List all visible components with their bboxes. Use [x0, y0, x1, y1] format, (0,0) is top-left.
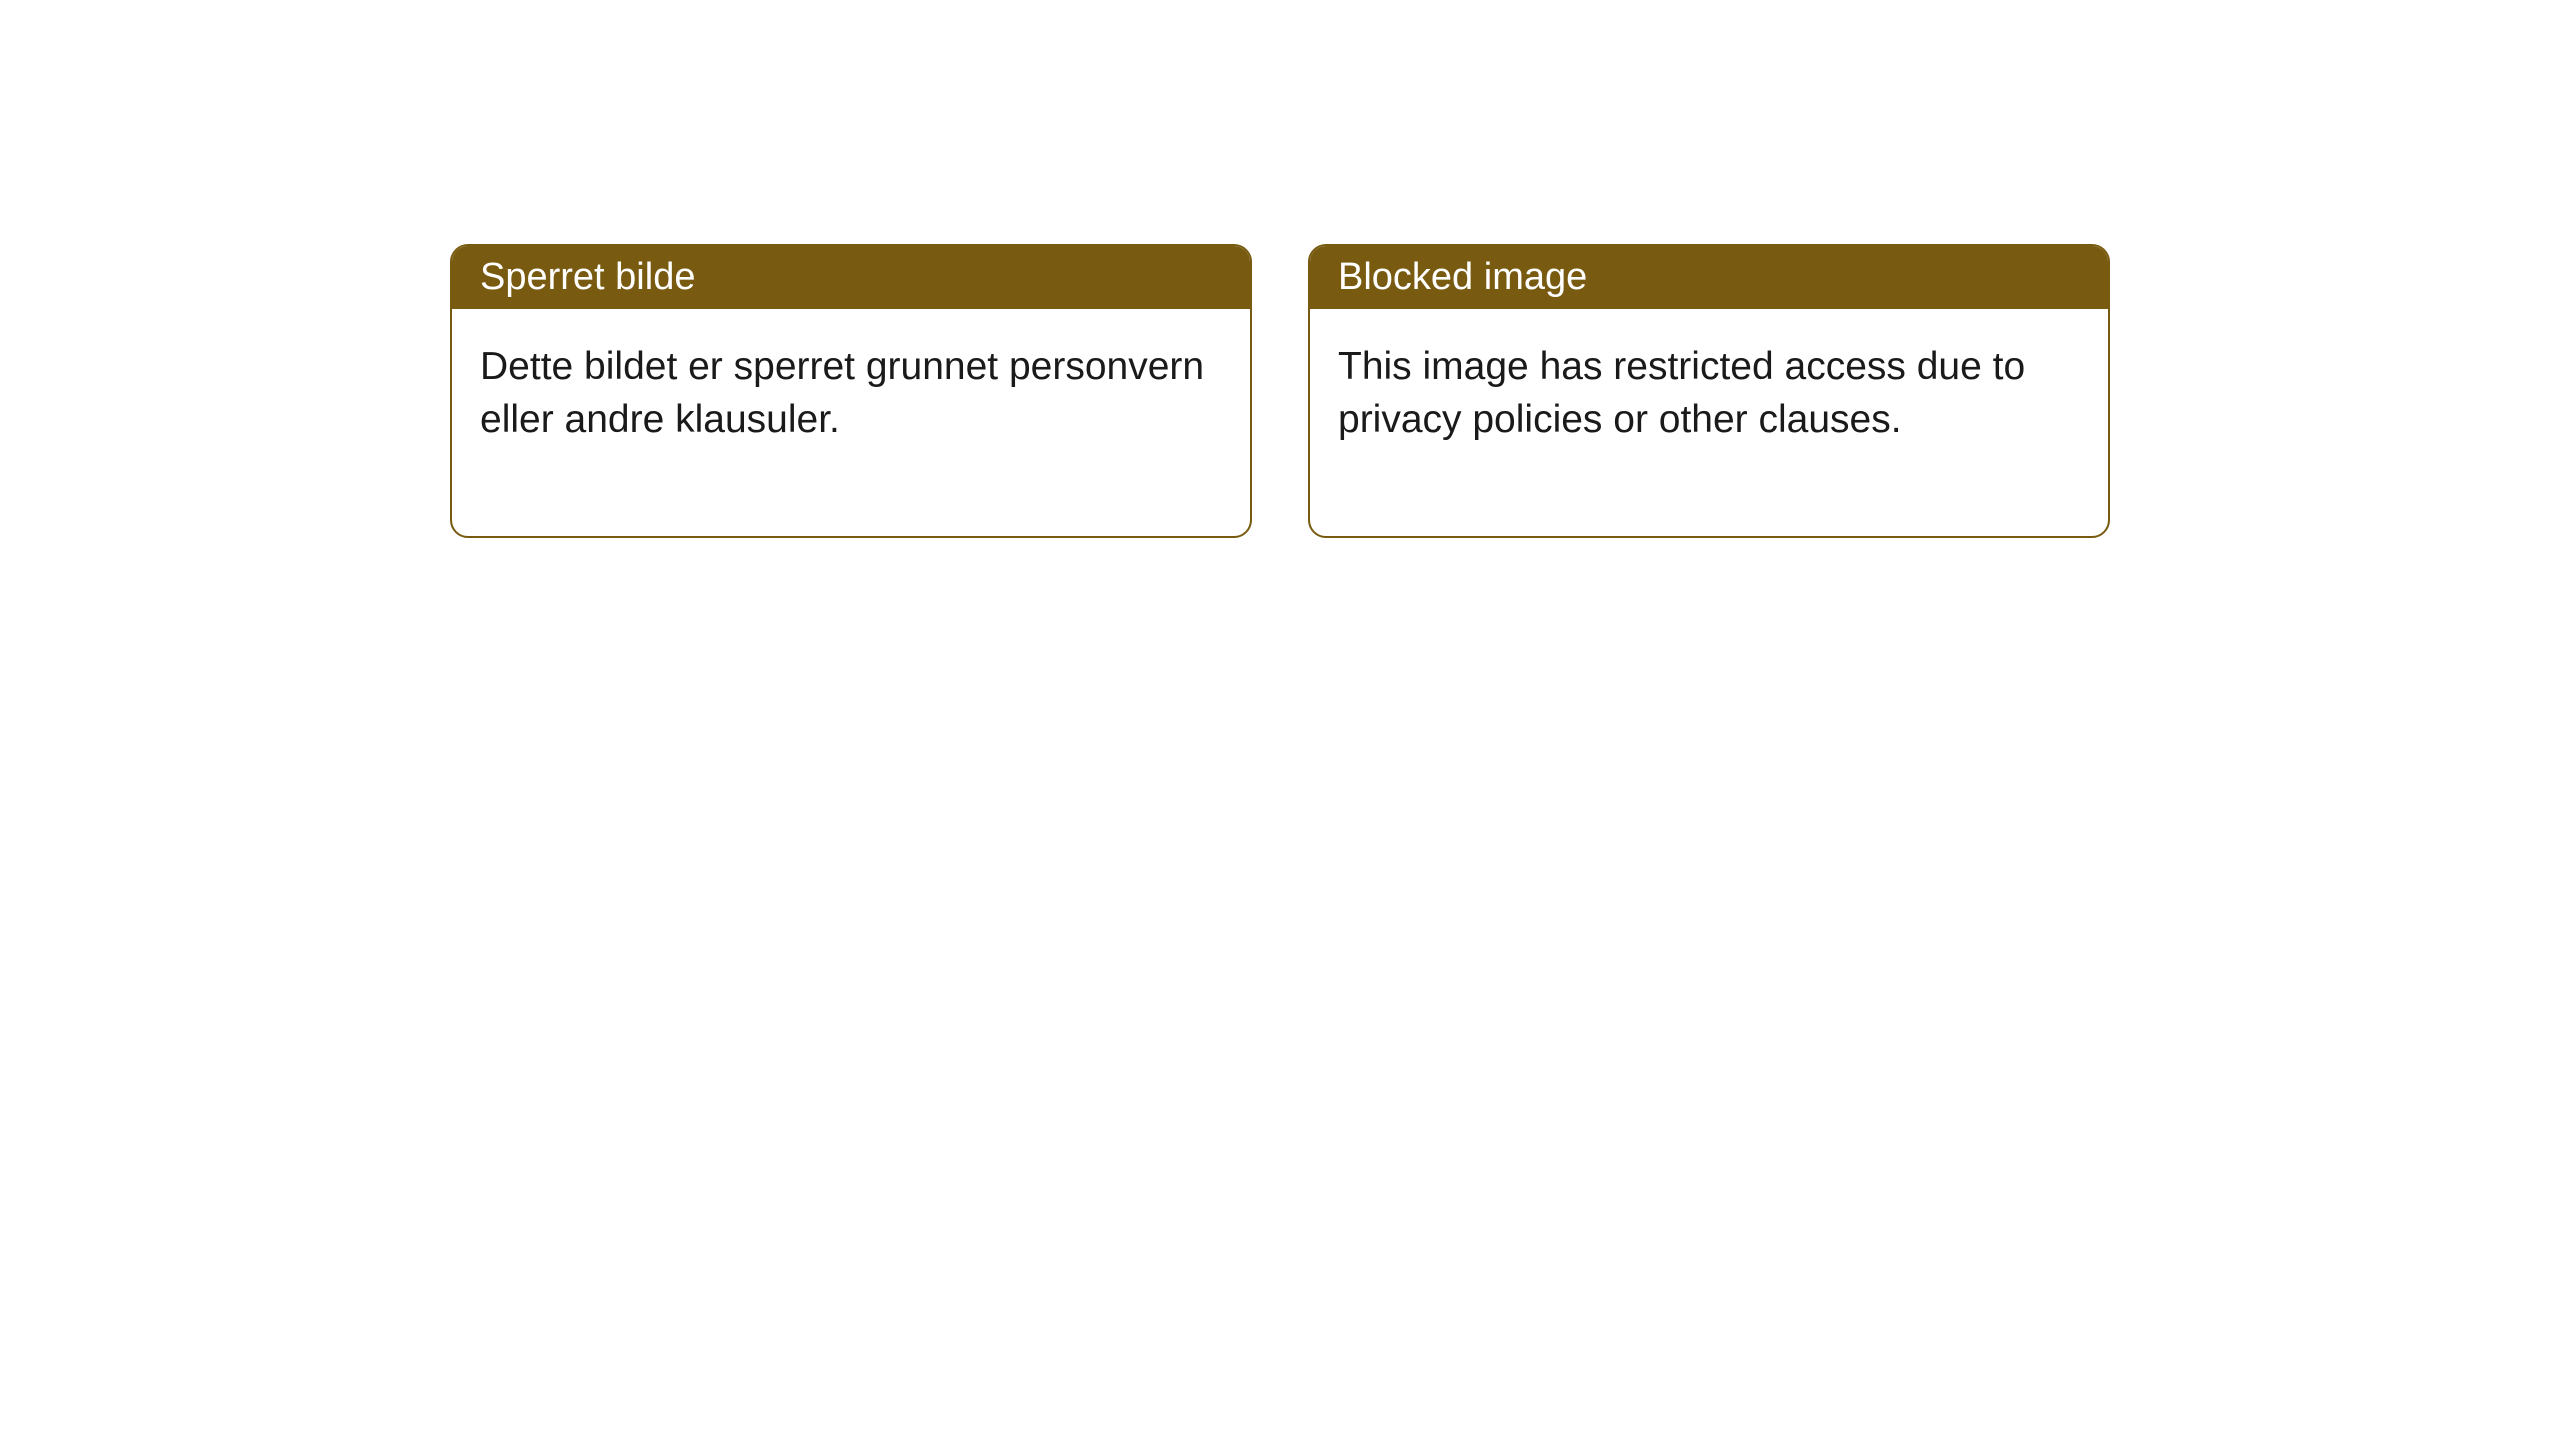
- card-header-text: Sperret bilde: [480, 256, 695, 298]
- blocked-image-card-en: Blocked image This image has restricted …: [1308, 244, 2110, 538]
- card-header: Sperret bilde: [452, 246, 1250, 309]
- card-body-text: Dette bildet er sperret grunnet personve…: [480, 345, 1204, 441]
- card-body: Dette bildet er sperret grunnet personve…: [452, 309, 1250, 536]
- blocked-image-card-no: Sperret bilde Dette bildet er sperret gr…: [450, 244, 1252, 538]
- card-header: Blocked image: [1310, 246, 2108, 309]
- card-body: This image has restricted access due to …: [1310, 309, 2108, 536]
- card-header-text: Blocked image: [1338, 256, 1587, 298]
- cards-row: Sperret bilde Dette bildet er sperret gr…: [450, 244, 2110, 538]
- card-body-text: This image has restricted access due to …: [1338, 345, 2025, 441]
